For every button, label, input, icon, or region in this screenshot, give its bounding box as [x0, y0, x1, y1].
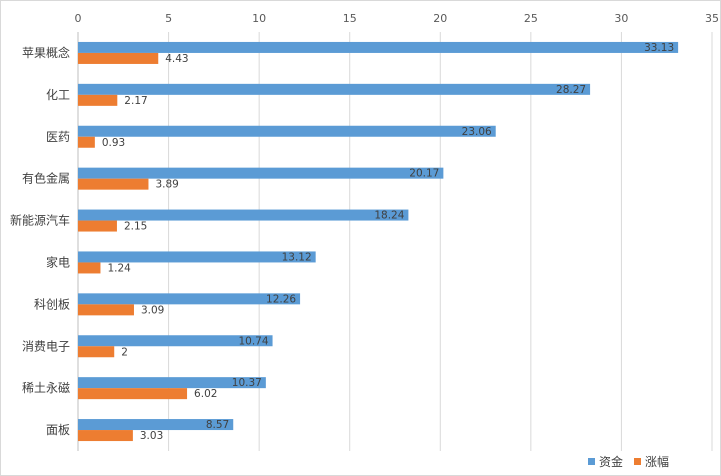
- legend-swatch: [634, 458, 641, 465]
- data-label-funds: 10.74: [238, 335, 268, 347]
- category-label: 新能源汽车: [10, 213, 70, 228]
- bar-funds: [78, 167, 444, 179]
- category-label: 面板: [46, 423, 70, 437]
- data-label-gain: 6.02: [194, 388, 217, 400]
- data-label-gain: 3.89: [155, 179, 178, 191]
- legend-label: 涨幅: [645, 454, 669, 469]
- data-label-funds: 33.13: [644, 42, 674, 54]
- data-label-gain: 2.17: [124, 95, 147, 107]
- bar-gain: [78, 94, 118, 106]
- legend-swatch: [588, 458, 595, 465]
- x-tick-label: 5: [165, 12, 172, 25]
- grid-lines: [77, 32, 713, 451]
- data-label-gain: 4.43: [165, 53, 188, 65]
- bar-gain: [78, 52, 159, 64]
- x-tick-label: 15: [343, 12, 357, 25]
- x-tick-label: 20: [433, 12, 447, 25]
- bar-gain: [78, 346, 115, 358]
- bar-gain: [78, 262, 101, 274]
- bar-funds: [78, 335, 273, 347]
- category-label: 稀土永磁: [22, 380, 70, 395]
- x-tick-label: 10: [252, 12, 266, 25]
- x-tick-label: 35: [705, 12, 719, 25]
- category-label: 医药: [46, 130, 70, 144]
- data-label-funds: 23.06: [462, 126, 492, 138]
- data-label-gain: 1.24: [107, 262, 131, 274]
- bar-gain: [78, 388, 188, 400]
- bar-funds: [78, 419, 234, 431]
- data-label-funds: 28.27: [556, 84, 586, 96]
- bar-gain: [78, 136, 95, 148]
- bar-gain: [78, 304, 134, 316]
- data-label-gain: 3.03: [140, 430, 163, 442]
- bar-gain: [78, 430, 133, 442]
- bar-funds: [78, 83, 591, 95]
- data-label-funds: 10.37: [232, 377, 262, 389]
- bar-gain: [78, 178, 149, 190]
- bar-series: 33.13 4.43 28.27 2.17 23.06 0.93 20.17 3.89 18.2…: [78, 41, 679, 442]
- data-label-funds: 12.26: [266, 293, 296, 305]
- category-label: 家电: [46, 254, 70, 269]
- data-label-funds: 8.57: [206, 419, 229, 431]
- x-tick-label: 25: [524, 12, 538, 25]
- legend: 资金 涨幅: [588, 454, 669, 469]
- data-label-funds: 20.17: [409, 168, 439, 180]
- data-label-funds: 13.12: [282, 251, 312, 263]
- bar-funds: [78, 377, 266, 389]
- data-label-gain: 3.09: [141, 304, 164, 316]
- category-label: 消费电子: [22, 339, 70, 353]
- category-label: 苹果概念: [22, 45, 70, 60]
- bar-funds: [78, 251, 316, 263]
- data-label-funds: 18.24: [374, 210, 404, 222]
- bar-funds: [78, 209, 409, 221]
- data-label-gain: 2: [121, 346, 128, 358]
- legend-label: 资金: [599, 454, 623, 469]
- category-label: 科创板: [34, 297, 70, 311]
- bar-gain: [78, 220, 117, 232]
- data-label-gain: 0.93: [102, 137, 125, 149]
- bar-funds: [78, 125, 496, 137]
- category-label: 化工: [46, 88, 70, 102]
- bar-funds: [78, 293, 301, 305]
- data-label-gain: 2.15: [124, 221, 147, 233]
- x-tick-label: 0: [75, 12, 82, 25]
- x-axis-ticks: 0 5 10 15 20 25 30 35: [75, 12, 720, 25]
- bar-funds: [78, 41, 679, 53]
- category-label: 有色金属: [22, 171, 70, 186]
- x-tick-label: 30: [614, 12, 628, 25]
